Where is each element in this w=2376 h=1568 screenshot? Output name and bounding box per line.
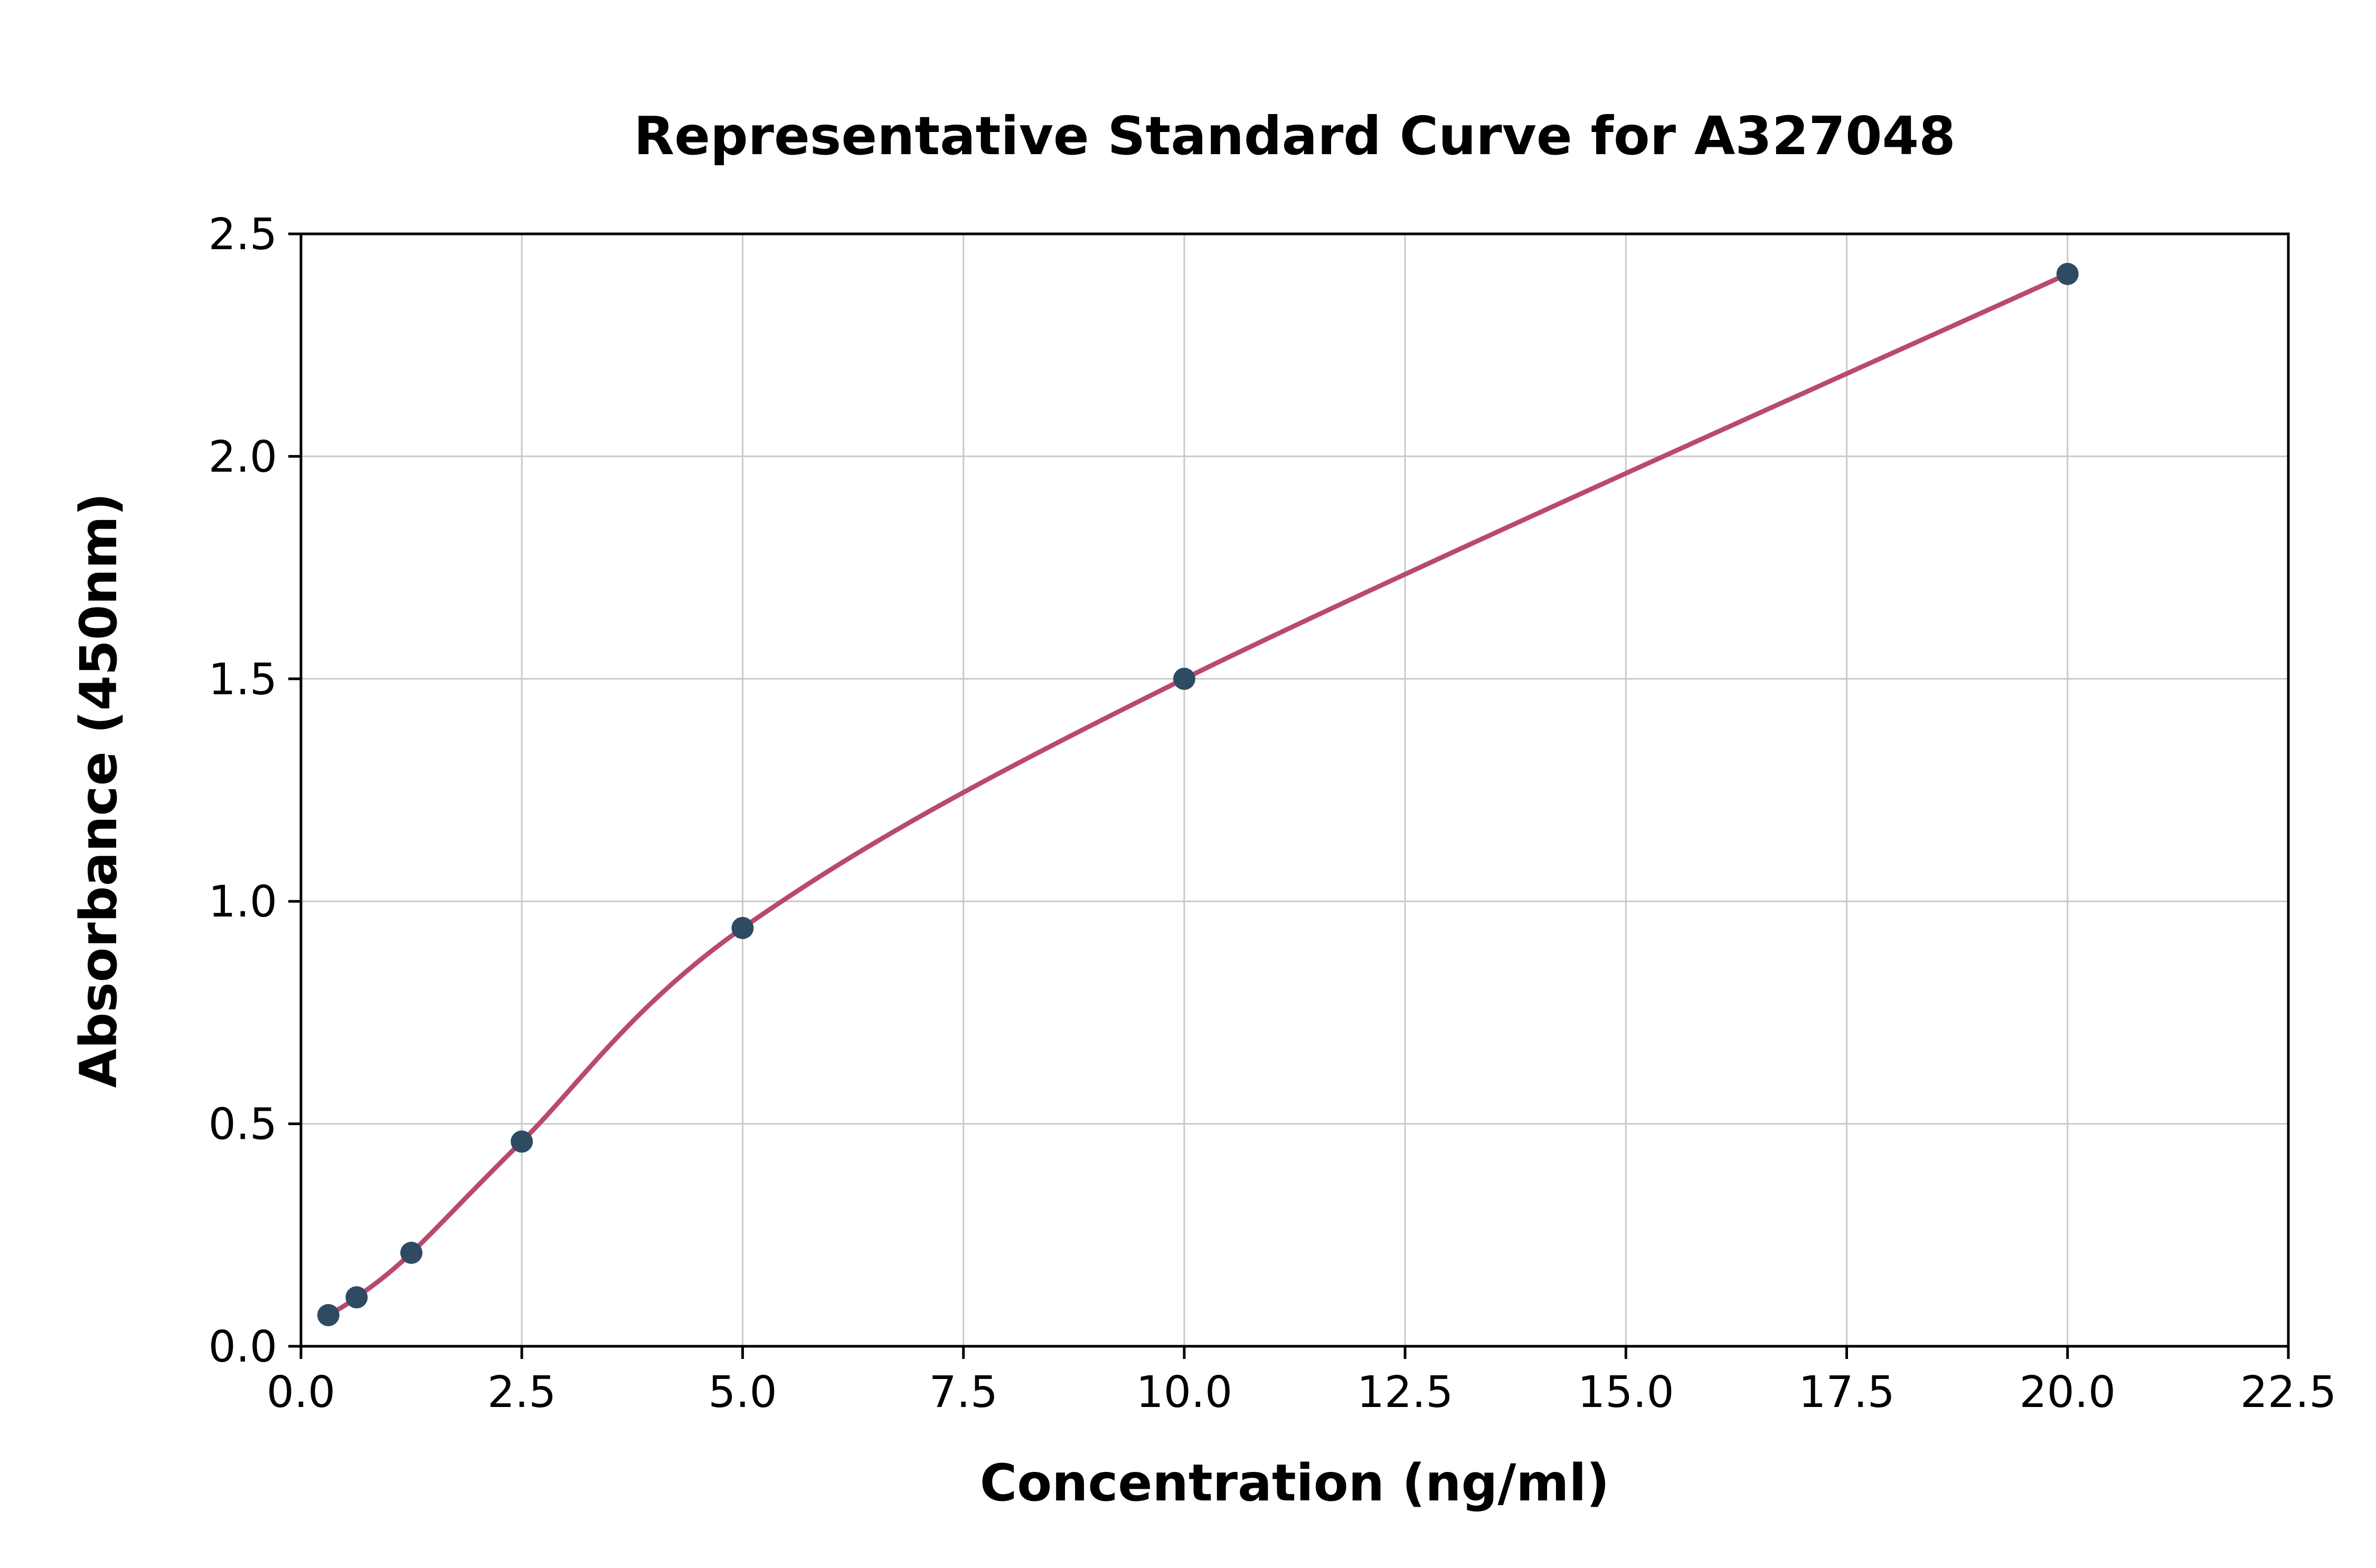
- data-point: [2056, 262, 2079, 285]
- data-point: [731, 917, 754, 939]
- x-tick-label: 7.5: [929, 1367, 997, 1418]
- y-tick-label: 1.5: [209, 655, 277, 705]
- x-tick-label: 0.0: [267, 1367, 335, 1418]
- y-axis-label: Absorbance (450nm): [69, 493, 128, 1088]
- fit-curve: [326, 271, 2070, 1318]
- grid-lines: [300, 233, 2289, 1347]
- x-tick-label: 12.5: [1357, 1367, 1454, 1418]
- axis-ticks: [288, 232, 2290, 1359]
- chart-title: Representative Standard Curve for A32704…: [634, 105, 1955, 167]
- x-tick-label: 15.0: [1578, 1367, 1674, 1418]
- x-tick-label: 5.0: [708, 1367, 777, 1418]
- y-tick-label: 0.0: [209, 1322, 277, 1372]
- y-tick-label: 0.5: [209, 1100, 277, 1150]
- plot-frame: [299, 232, 2290, 1348]
- x-tick-label: 20.0: [2019, 1367, 2116, 1418]
- x-axis-label: Concentration (ng/ml): [980, 1453, 1609, 1513]
- x-tick-label: 17.5: [1798, 1367, 1895, 1418]
- data-point: [345, 1286, 368, 1309]
- data-point: [511, 1130, 533, 1153]
- fit-curve-group: [326, 271, 2070, 1318]
- x-tick-label: 2.5: [487, 1367, 556, 1418]
- y-tick-label: 1.0: [209, 877, 277, 927]
- plot-border: [299, 232, 2290, 1348]
- tick-labels: 0.0 2.5 5.0 7.5 10.0 12.5 15.0 17.5 20.0 22.5 0.0 0…: [209, 210, 2337, 1418]
- y-tick-label: 2.5: [209, 210, 277, 260]
- data-point: [400, 1242, 423, 1264]
- x-tick-label: 10.0: [1136, 1367, 1233, 1418]
- x-tick-label: 22.5: [2240, 1367, 2337, 1418]
- data-point: [317, 1304, 340, 1327]
- data-point: [1173, 667, 1195, 690]
- y-tick-label: 2.0: [209, 432, 277, 482]
- data-points-group: [317, 262, 2079, 1327]
